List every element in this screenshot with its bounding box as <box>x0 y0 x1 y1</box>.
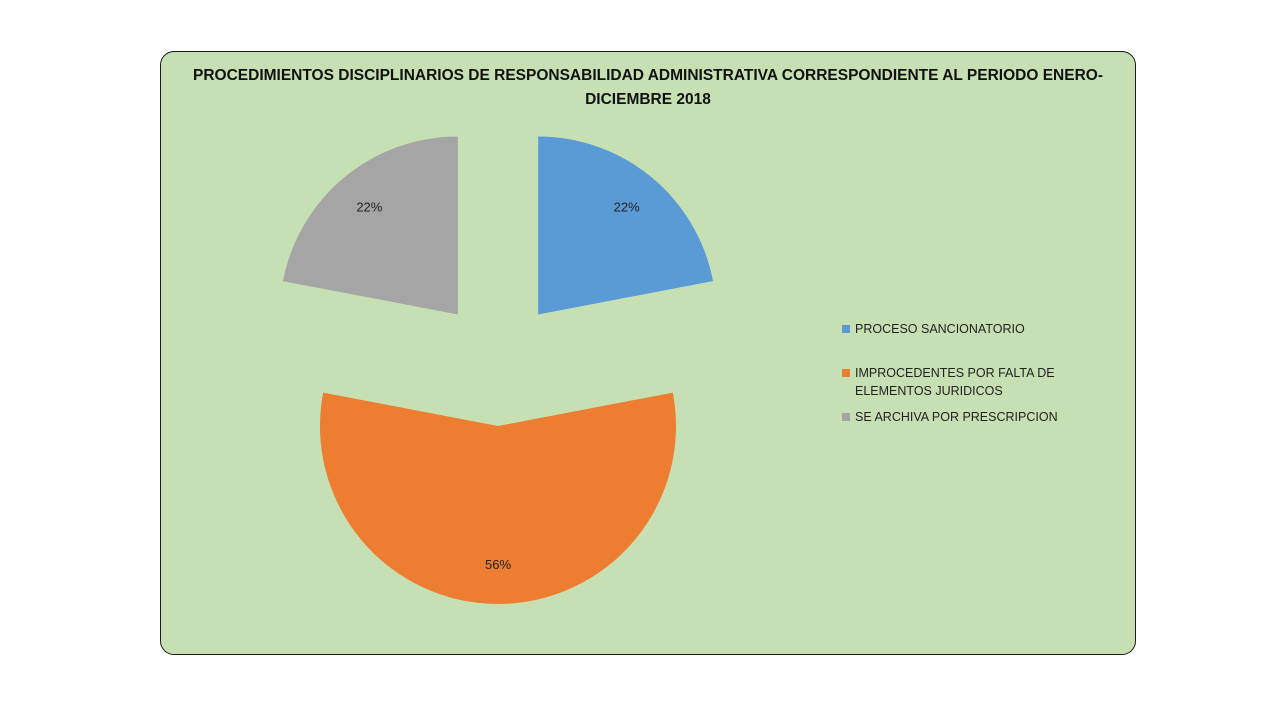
legend-label-1: PROCESO SANCIONATORIO <box>855 322 1025 336</box>
legend-item-2: IMPROCEDENTES POR FALTA DE ELEMENTOS JUR… <box>842 364 1132 400</box>
legend: PROCESO SANCIONATORIO IMPROCEDENTES POR F… <box>842 320 1132 426</box>
legend-swatch-1 <box>842 325 850 333</box>
slice-data-label-3: 22% <box>356 199 382 214</box>
pie-slice-2 <box>320 392 676 604</box>
chart-title: PROCEDIMIENTOS DISCIPLINARIOS DE RESPONS… <box>193 67 1103 108</box>
pie-slice-1 <box>538 136 714 315</box>
legend-label-2: IMPROCEDENTES POR FALTA DE ELEMENTOS JUR… <box>855 366 1055 398</box>
legend-swatch-2 <box>842 369 850 377</box>
legend-item-3: SE ARCHIVA POR PRESCRIPCION <box>842 408 1132 426</box>
legend-item-1: PROCESO SANCIONATORIO <box>842 320 1132 338</box>
pie-slice-3 <box>282 136 458 315</box>
chart-area: PROCEDIMIENTOS DISCIPLINARIOS DE RESPONS… <box>160 51 1136 655</box>
legend-swatch-3 <box>842 413 850 421</box>
pie-chart: 22% 56% 22% <box>282 136 714 604</box>
slice-data-label-2: 56% <box>485 557 511 572</box>
slice-data-label-1: 22% <box>614 199 640 214</box>
legend-label-3: SE ARCHIVA POR PRESCRIPCION <box>855 410 1058 424</box>
